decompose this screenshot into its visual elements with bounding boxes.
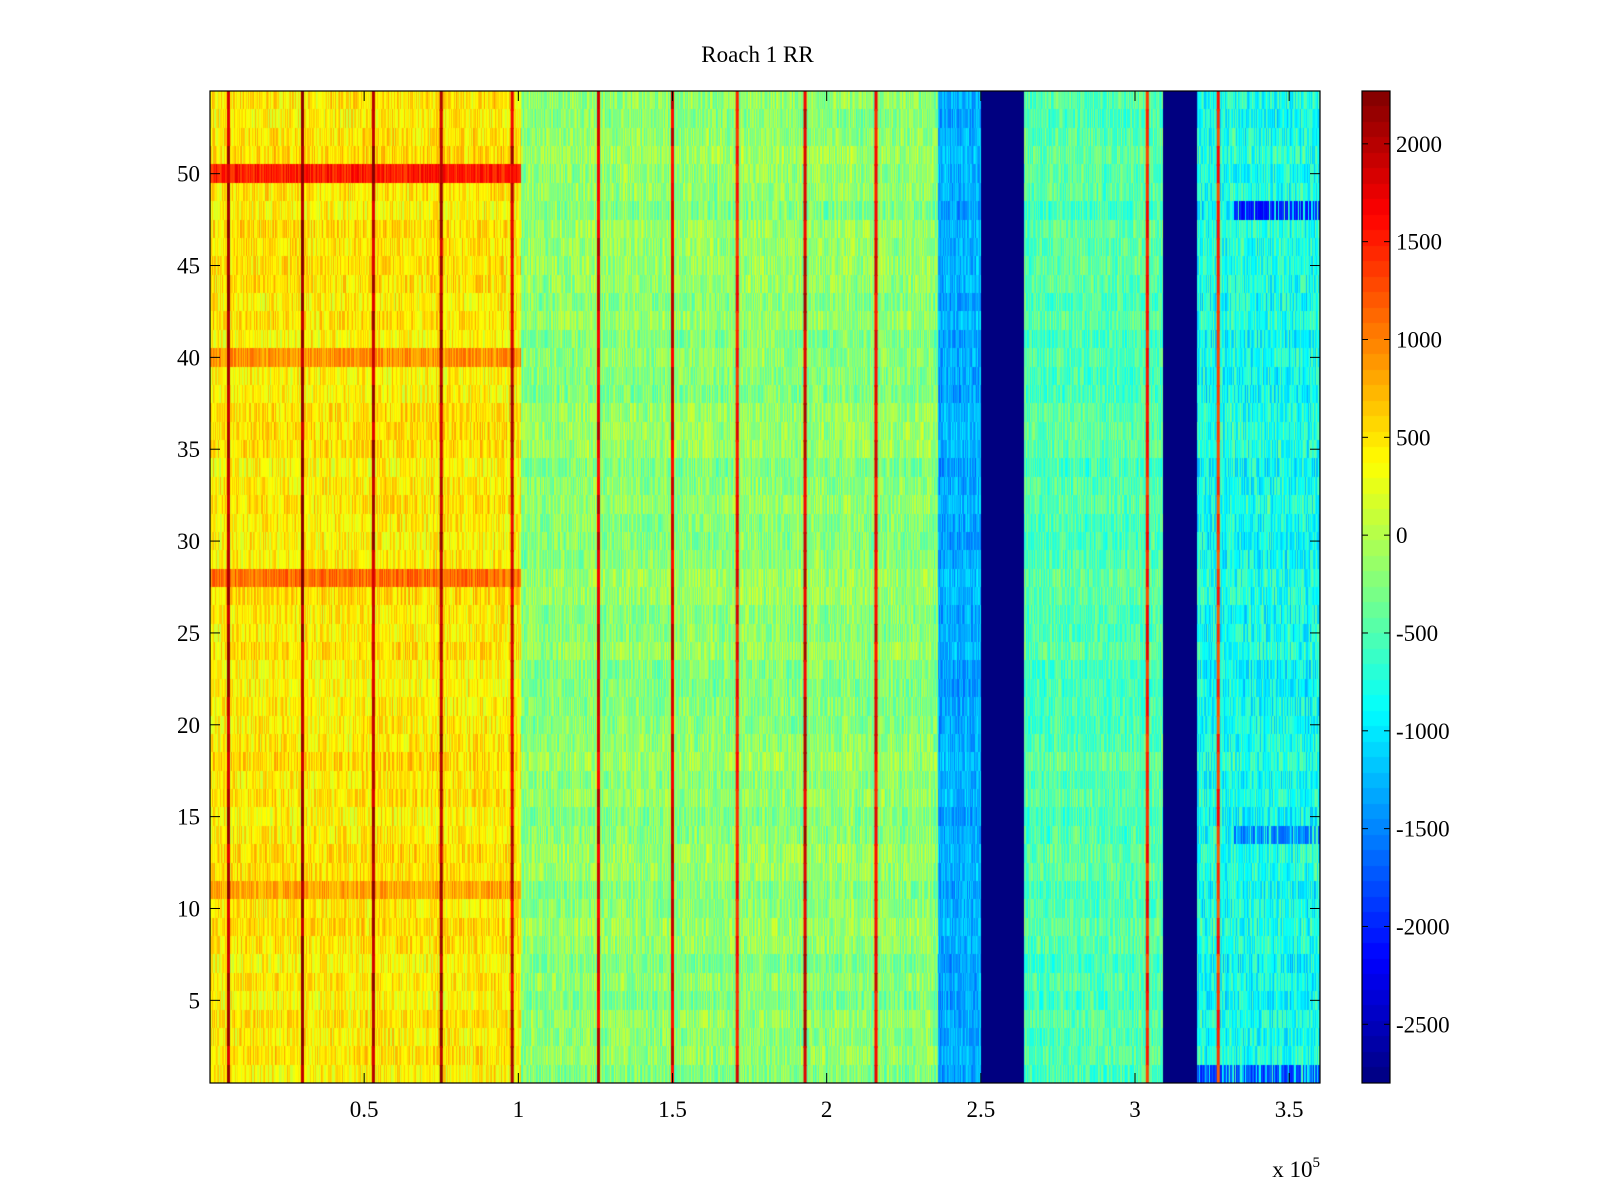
colorbar-tick-label: 1000: [1396, 327, 1442, 352]
colorbar-tick-label: -2500: [1396, 1012, 1450, 1037]
x-exponent-base: x 10: [1272, 1157, 1312, 1182]
x-tick-label: 1.5: [658, 1097, 687, 1122]
x-axis-ticks: 0.5 1 1.5 2 2.5 3 3.5: [350, 91, 1304, 1122]
x-tick-label: 1: [513, 1097, 525, 1122]
colorbar-tick-label: 0: [1396, 523, 1408, 548]
y-tick-label: 40: [177, 345, 200, 370]
colorbar-frame: [1361, 90, 1391, 1084]
x-tick-label: 3.5: [1275, 1097, 1304, 1122]
plot-frame: [209, 90, 1321, 1084]
colorbar-tick-label: -2000: [1396, 914, 1450, 939]
colorbar-tick-label: 1500: [1396, 230, 1442, 255]
heatmap-canvas: [210, 91, 1320, 1083]
x-tick-label: 0.5: [350, 1097, 379, 1122]
colorbar-ticks: 2000 1500 1000 500 0 -500 -1000 -1500 -2000 -2500: [1362, 132, 1450, 1037]
colorbar-tick-label: -1000: [1396, 719, 1450, 744]
colorbar-tick-label: -1500: [1396, 817, 1450, 842]
y-tick-label: 25: [177, 621, 200, 646]
colorbar-tick-label: -500: [1396, 621, 1438, 646]
y-tick-label: 5: [189, 988, 201, 1013]
x-exponent-power: 5: [1313, 1155, 1321, 1171]
y-tick-label: 10: [177, 896, 200, 921]
x-tick-label: 3: [1129, 1097, 1141, 1122]
colorbar-tick-label: 500: [1396, 425, 1431, 450]
colorbar-tick-label: 2000: [1396, 132, 1442, 157]
y-tick-label: 20: [177, 713, 200, 738]
x-axis-exponent-label: x 105: [1272, 1155, 1320, 1182]
y-tick-label: 30: [177, 529, 200, 554]
chart-title: Roach 1 RR: [701, 42, 814, 67]
y-tick-label: 50: [177, 162, 200, 187]
y-axis-ticks: 5 10 15 20 25 30 35 40 45 50: [177, 162, 1320, 1013]
y-tick-label: 35: [177, 437, 200, 462]
y-tick-label: 15: [177, 805, 200, 830]
y-tick-label: 45: [177, 254, 200, 279]
x-tick-label: 2.5: [966, 1097, 995, 1122]
x-tick-label: 2: [821, 1097, 833, 1122]
colorbar-canvas: [1362, 91, 1390, 1083]
